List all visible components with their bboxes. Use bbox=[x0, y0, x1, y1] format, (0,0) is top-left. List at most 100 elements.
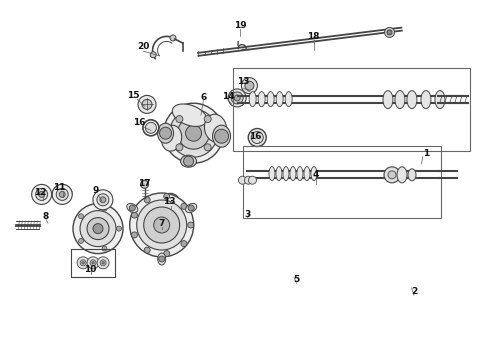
Circle shape bbox=[144, 207, 180, 243]
Text: 17: 17 bbox=[138, 179, 150, 188]
Circle shape bbox=[159, 256, 165, 262]
Circle shape bbox=[131, 212, 138, 218]
Circle shape bbox=[146, 122, 156, 133]
Circle shape bbox=[245, 176, 252, 184]
Circle shape bbox=[32, 184, 51, 204]
Circle shape bbox=[215, 129, 228, 143]
Ellipse shape bbox=[283, 167, 289, 181]
Ellipse shape bbox=[304, 167, 310, 181]
Circle shape bbox=[242, 78, 257, 94]
Circle shape bbox=[188, 222, 194, 228]
Circle shape bbox=[80, 260, 86, 266]
Circle shape bbox=[164, 103, 223, 163]
Circle shape bbox=[384, 167, 400, 183]
Circle shape bbox=[97, 194, 109, 206]
Circle shape bbox=[177, 117, 210, 149]
Text: 11: 11 bbox=[52, 183, 65, 192]
Text: 12: 12 bbox=[34, 188, 47, 197]
Text: 6: 6 bbox=[200, 93, 206, 102]
Text: 9: 9 bbox=[92, 186, 99, 195]
Circle shape bbox=[170, 35, 176, 41]
Ellipse shape bbox=[297, 167, 303, 181]
Ellipse shape bbox=[395, 91, 405, 109]
Ellipse shape bbox=[435, 91, 445, 109]
Ellipse shape bbox=[267, 91, 274, 107]
Circle shape bbox=[188, 205, 194, 211]
Ellipse shape bbox=[186, 203, 196, 213]
Text: 13: 13 bbox=[163, 197, 175, 206]
Ellipse shape bbox=[311, 167, 317, 181]
Circle shape bbox=[234, 95, 240, 101]
Circle shape bbox=[78, 238, 83, 243]
Ellipse shape bbox=[408, 169, 416, 181]
Ellipse shape bbox=[127, 203, 138, 213]
Ellipse shape bbox=[180, 155, 196, 167]
Ellipse shape bbox=[290, 167, 296, 181]
Circle shape bbox=[77, 257, 89, 269]
Circle shape bbox=[231, 92, 243, 104]
Text: 14: 14 bbox=[221, 92, 234, 101]
Circle shape bbox=[93, 190, 113, 210]
Text: 18: 18 bbox=[307, 32, 320, 41]
Circle shape bbox=[170, 109, 218, 157]
Circle shape bbox=[90, 260, 96, 266]
Circle shape bbox=[251, 131, 263, 144]
Circle shape bbox=[166, 197, 175, 207]
Circle shape bbox=[181, 240, 187, 247]
Ellipse shape bbox=[213, 125, 231, 147]
Circle shape bbox=[130, 193, 194, 257]
Circle shape bbox=[164, 251, 170, 257]
Ellipse shape bbox=[276, 91, 283, 107]
Circle shape bbox=[184, 156, 194, 166]
Text: 5: 5 bbox=[294, 275, 299, 284]
Circle shape bbox=[117, 226, 122, 231]
Circle shape bbox=[102, 206, 107, 211]
Ellipse shape bbox=[383, 91, 393, 109]
Circle shape bbox=[142, 99, 152, 109]
Ellipse shape bbox=[249, 91, 256, 107]
Circle shape bbox=[82, 262, 84, 264]
Circle shape bbox=[144, 247, 150, 253]
Circle shape bbox=[102, 262, 104, 264]
Circle shape bbox=[144, 197, 150, 203]
Circle shape bbox=[248, 129, 266, 147]
Text: 13: 13 bbox=[237, 77, 250, 86]
Circle shape bbox=[80, 211, 116, 247]
Circle shape bbox=[131, 232, 138, 238]
Circle shape bbox=[160, 127, 172, 139]
Text: 10: 10 bbox=[84, 266, 97, 275]
Circle shape bbox=[239, 176, 246, 184]
Ellipse shape bbox=[258, 91, 265, 107]
Circle shape bbox=[181, 203, 187, 210]
Circle shape bbox=[102, 246, 107, 251]
Text: 7: 7 bbox=[158, 219, 165, 228]
Circle shape bbox=[87, 217, 109, 240]
Circle shape bbox=[73, 204, 123, 253]
Circle shape bbox=[100, 260, 106, 266]
Ellipse shape bbox=[204, 114, 227, 142]
Ellipse shape bbox=[397, 167, 407, 183]
Circle shape bbox=[176, 116, 183, 122]
Circle shape bbox=[388, 171, 396, 179]
Circle shape bbox=[248, 176, 256, 184]
Circle shape bbox=[59, 192, 65, 197]
Ellipse shape bbox=[158, 253, 166, 265]
Text: 16: 16 bbox=[133, 118, 146, 127]
Circle shape bbox=[93, 224, 103, 234]
Circle shape bbox=[186, 125, 201, 141]
Ellipse shape bbox=[158, 123, 173, 143]
Circle shape bbox=[228, 89, 246, 107]
Bar bbox=[71, 249, 115, 277]
Ellipse shape bbox=[186, 104, 211, 122]
Text: 16: 16 bbox=[248, 132, 261, 141]
Circle shape bbox=[204, 144, 211, 151]
Circle shape bbox=[56, 188, 68, 201]
Text: 19: 19 bbox=[234, 21, 246, 30]
Circle shape bbox=[162, 193, 179, 211]
Text: 8: 8 bbox=[43, 212, 49, 220]
Ellipse shape bbox=[276, 167, 282, 181]
Circle shape bbox=[36, 188, 48, 201]
Text: 15: 15 bbox=[127, 91, 140, 100]
Ellipse shape bbox=[161, 125, 182, 151]
Ellipse shape bbox=[421, 91, 431, 109]
